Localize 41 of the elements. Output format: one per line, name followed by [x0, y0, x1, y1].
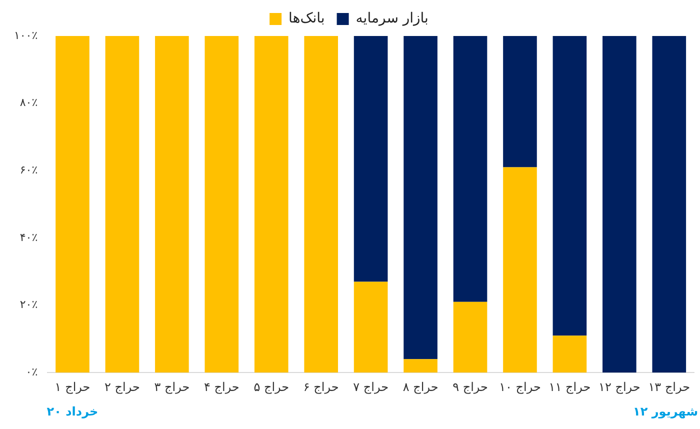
- bar: [354, 282, 388, 373]
- x-tick-label: حراج ۱۳: [648, 380, 690, 394]
- x-tick-label: حراج ۴: [204, 380, 240, 394]
- text: ۱۲ شهریور: [633, 404, 698, 419]
- bar: [354, 36, 388, 282]
- x-tick-label: حراج ۷: [353, 380, 389, 394]
- bar: [552, 336, 587, 373]
- bar: [652, 36, 686, 373]
- text: ۲۰ خرداد: [46, 404, 98, 419]
- bar: [105, 36, 140, 373]
- bar: [404, 36, 438, 360]
- bar: [503, 36, 537, 168]
- y-tick-label: ۶۰٪: [20, 164, 38, 176]
- bar: [503, 167, 537, 373]
- bar: [602, 36, 636, 373]
- bar: [254, 36, 288, 373]
- legend-label: بازار سرمایه: [356, 10, 428, 27]
- x-tick-label: حراج ۱: [54, 380, 90, 394]
- x-tick-label: حراج ۱۱: [548, 380, 591, 394]
- bar: [304, 36, 338, 373]
- y-tick-label: ۴۰٪: [20, 230, 38, 244]
- x-tick-label: حراج ۱۰: [499, 380, 541, 394]
- legend-label: بانک‌ها: [288, 10, 325, 27]
- x-tick-label: حراج ۳: [154, 380, 190, 394]
- bar: [453, 36, 488, 302]
- bar: [453, 302, 488, 373]
- x-tick-label: حراج ۱۲: [598, 380, 640, 394]
- y-tick-label: ۲۰٪: [20, 298, 38, 312]
- x-tick-label: حراج ۹: [452, 380, 488, 394]
- bar: [204, 36, 239, 373]
- y-tick-label: ۸۰٪: [20, 96, 38, 110]
- x-tick-label: حراج ۲: [104, 380, 140, 394]
- y-tick-label: ۰٪: [26, 365, 38, 378]
- x-tick-label: حراج ۶: [303, 380, 339, 394]
- bar: [155, 36, 189, 373]
- y-tick-label: ۱۰۰٪: [14, 28, 38, 42]
- x-tick-label: حراج ۸: [402, 380, 438, 394]
- x-tick-label: حراج ۵: [254, 380, 290, 394]
- bar: [404, 359, 438, 373]
- bar: [56, 36, 90, 373]
- bar: [552, 36, 587, 336]
